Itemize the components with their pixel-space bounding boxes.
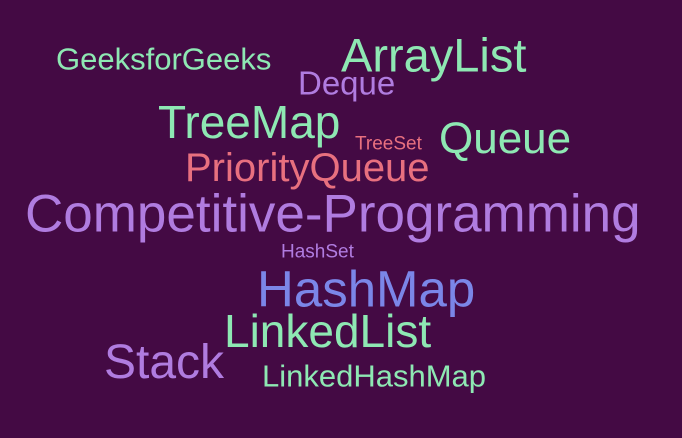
word-hashmap: HashMap xyxy=(257,260,476,318)
word-competitive-programming: Competitive-Programming xyxy=(25,184,641,244)
word-priorityqueue: PriorityQueue xyxy=(185,146,430,190)
word-linkedhashmap: LinkedHashMap xyxy=(262,358,487,394)
word-hashset: HashSet xyxy=(281,241,354,263)
word-treemap: TreeMap xyxy=(158,96,341,148)
word-deque: Deque xyxy=(298,64,396,102)
word-linkedlist: LinkedList xyxy=(224,305,432,357)
word-treeset: TreeSet xyxy=(355,133,422,155)
word-geeksforgeeks: GeeksforGeeks xyxy=(56,41,272,77)
word-arraylist: ArrayList xyxy=(341,28,527,82)
word-queue: Queue xyxy=(439,114,572,163)
word-stack: Stack xyxy=(104,336,225,389)
